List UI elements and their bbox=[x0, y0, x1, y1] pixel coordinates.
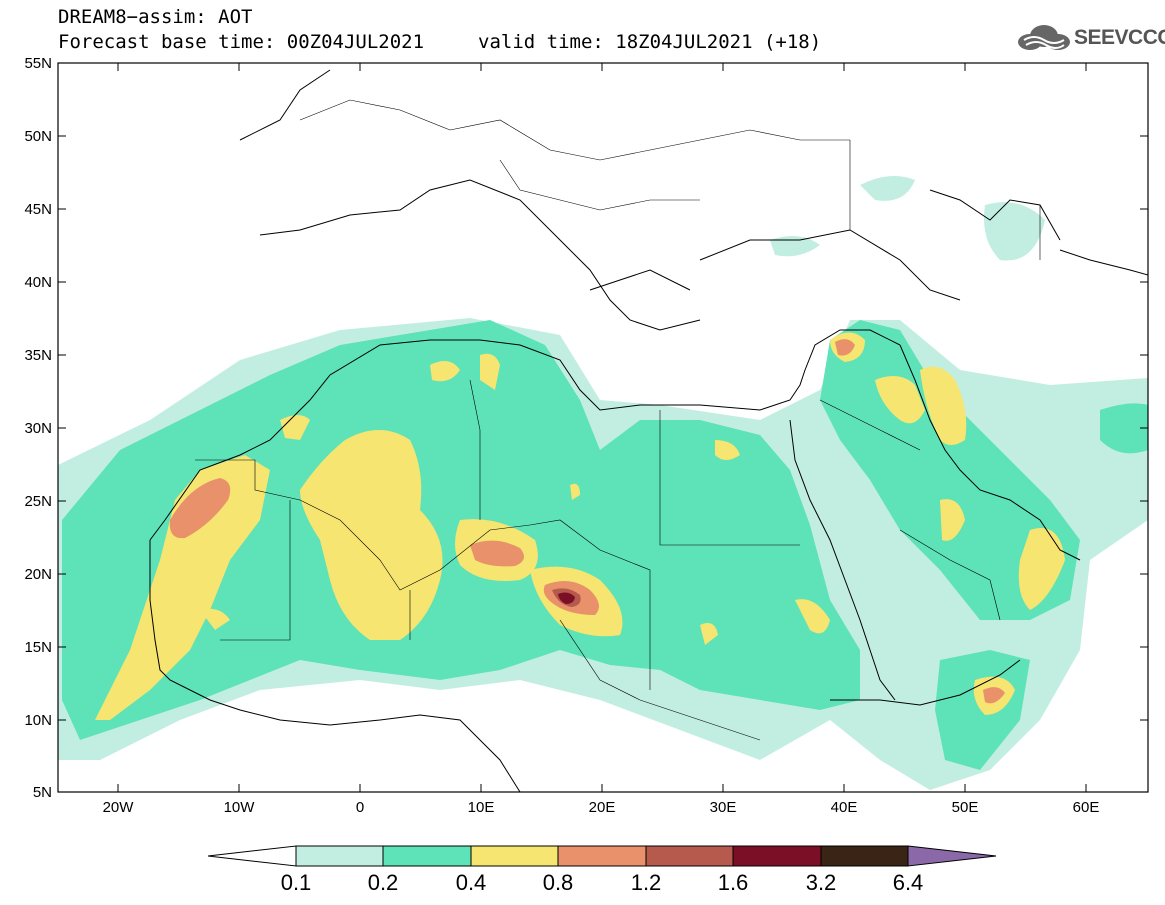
colorbar-label: 0.2 bbox=[367, 870, 399, 895]
lon-label: 20W bbox=[102, 799, 134, 816]
valid-time: valid time: 18Z04JUL2021 (+18) bbox=[478, 31, 822, 53]
map-title: DREAM8−assim: AOT bbox=[58, 6, 253, 28]
colorbar-label: 0.1 bbox=[280, 870, 312, 895]
lon-label: 10E bbox=[467, 799, 495, 816]
colorbar-bin-2 bbox=[382, 845, 472, 867]
colorbar-label: 0.8 bbox=[542, 870, 574, 895]
logo-text: SEEVCCC bbox=[1074, 26, 1165, 49]
lat-label: 10N bbox=[24, 712, 52, 729]
coastlines bbox=[149, 69, 1148, 792]
lat-label: 35N bbox=[24, 347, 52, 364]
colorbar-bin-3 bbox=[470, 845, 559, 867]
lon-label: 50E bbox=[951, 799, 979, 816]
lat-label: 5N bbox=[32, 784, 52, 801]
colorbar-bin-4 bbox=[557, 845, 647, 867]
lat-label: 15N bbox=[24, 639, 52, 656]
lat-label: 25N bbox=[24, 493, 52, 510]
colorbar-underflow bbox=[207, 845, 297, 867]
lon-label: 10W bbox=[223, 799, 255, 816]
colorbar bbox=[207, 845, 997, 867]
lat-label: 45N bbox=[24, 201, 52, 218]
colorbar-label: 1.2 bbox=[630, 870, 662, 895]
colorbar-bin-6 bbox=[732, 845, 822, 867]
lon-label: 20E bbox=[588, 799, 616, 816]
lon-label: 30E bbox=[709, 799, 737, 816]
country-borders bbox=[195, 99, 1041, 741]
lat-label: 30N bbox=[24, 420, 52, 437]
aot-contour-1.6 bbox=[558, 592, 575, 604]
seevccc-logo: SEEVCCC bbox=[1016, 24, 1165, 54]
lon-label: 60E bbox=[1072, 799, 1100, 816]
lat-label: 55N bbox=[24, 55, 52, 72]
colorbar-label: 0.4 bbox=[455, 870, 487, 895]
colorbar-bin-1 bbox=[295, 845, 384, 867]
lon-label: 0 bbox=[355, 799, 365, 816]
forecast-base-time: Forecast base time: 00Z04JUL2021 bbox=[58, 31, 425, 53]
cloud-icon bbox=[1018, 25, 1070, 50]
lat-label: 40N bbox=[24, 274, 52, 291]
lat-label: 20N bbox=[24, 566, 52, 583]
colorbar-label: 3.2 bbox=[805, 870, 837, 895]
colorbar-bin-7 bbox=[820, 845, 909, 867]
colorbar-label: 1.6 bbox=[717, 870, 749, 895]
colorbar-bin-5 bbox=[645, 845, 734, 867]
lon-label: 40E bbox=[830, 799, 858, 816]
lat-label: 50N bbox=[24, 128, 52, 145]
colorbar-overflow bbox=[907, 845, 997, 867]
colorbar-label: 6.4 bbox=[892, 870, 924, 895]
axis-ticks bbox=[58, 62, 1148, 792]
